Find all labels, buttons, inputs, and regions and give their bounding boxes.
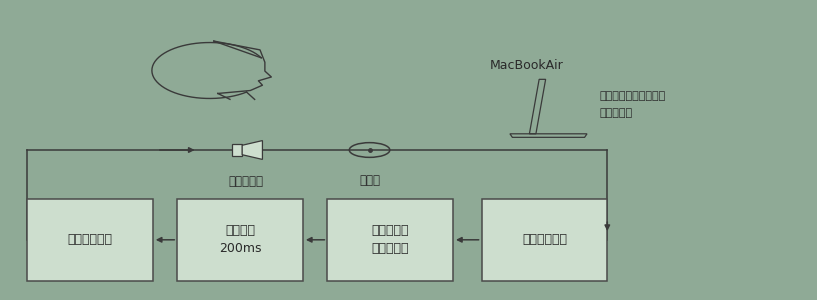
Text: MacBookAir: MacBookAir (489, 59, 564, 72)
Text: パワーアンプ: パワーアンプ (68, 233, 113, 246)
Text: ディレイ
200ms: ディレイ 200ms (219, 224, 261, 255)
Bar (481, 199, 607, 281)
Polygon shape (242, 141, 262, 159)
Bar (231, 144, 242, 156)
Text: スピーカー: スピーカー (229, 175, 264, 188)
Text: マイク: マイク (359, 174, 380, 187)
Bar (328, 199, 453, 281)
Text: 内蔵カメラ／マイクで: 内蔵カメラ／マイクで (599, 91, 665, 100)
Text: ハウリング
キャンセラ: ハウリング キャンセラ (372, 224, 409, 255)
Bar (27, 199, 153, 281)
Text: 録画・録音: 録画・録音 (599, 108, 632, 118)
Bar (177, 199, 303, 281)
Text: マイクアンプ: マイクアンプ (522, 233, 567, 246)
